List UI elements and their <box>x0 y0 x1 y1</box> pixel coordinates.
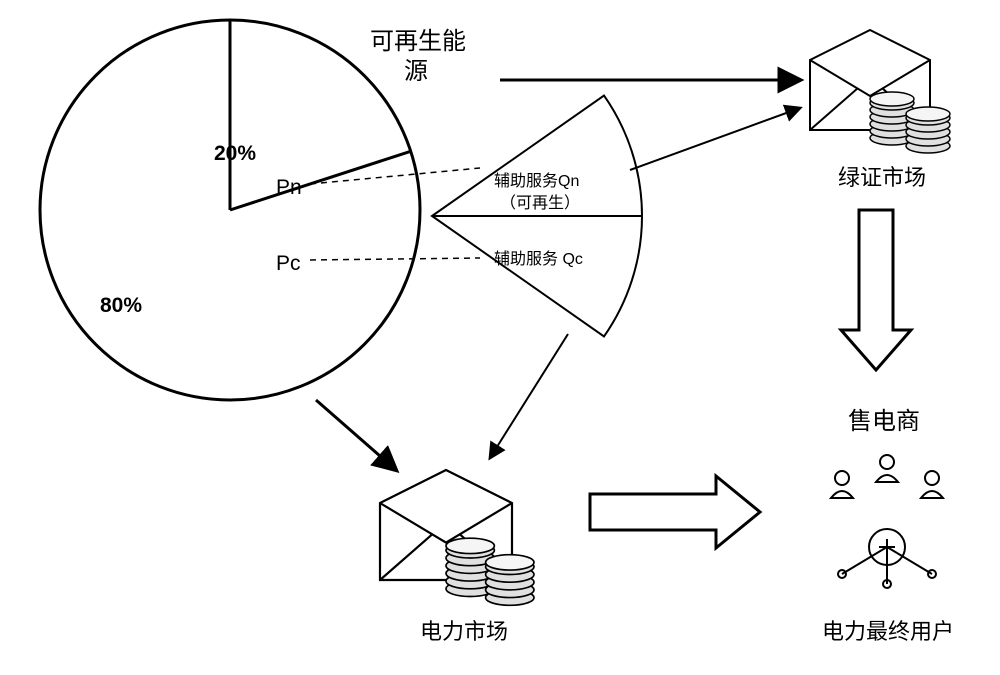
renewable-energy-title-line1: 可再生能 <box>370 26 466 57</box>
dashed-pc <box>310 258 480 260</box>
pie-radius-2 <box>230 151 411 210</box>
pie-label-80pct: 80% <box>100 292 142 319</box>
renewable-energy-title-line2: 源 <box>404 56 428 87</box>
end-user-label: 电力最终用户 <box>822 618 954 647</box>
green-market-icon <box>810 30 950 153</box>
hollow-arrow-right <box>590 476 760 548</box>
pie-label-20pct: 20% <box>214 140 256 167</box>
pie-label-pc: Pc <box>276 250 301 277</box>
arrow-qc-to-powermarket <box>490 334 568 458</box>
pie-label-pn: Pn <box>276 174 302 201</box>
arrow-pie-to-powermarket <box>316 400 396 470</box>
end-user-icon <box>831 455 943 588</box>
hollow-arrow-down <box>841 210 911 370</box>
power-market-label: 电力市场 <box>420 618 508 647</box>
green-market-label: 绿证市场 <box>838 164 926 193</box>
wedge-label-qc: 辅助服务 Qc <box>494 250 583 271</box>
diagram-canvas <box>0 0 1000 675</box>
power-market-icon <box>380 470 534 605</box>
retailer-label: 售电商 <box>848 406 920 437</box>
wedge-label-qn-line2: （可再生） <box>500 194 580 215</box>
wedge-label-qn-line1: 辅助服务Qn <box>494 172 579 193</box>
arrow-qn-to-greenmarket <box>630 108 800 170</box>
